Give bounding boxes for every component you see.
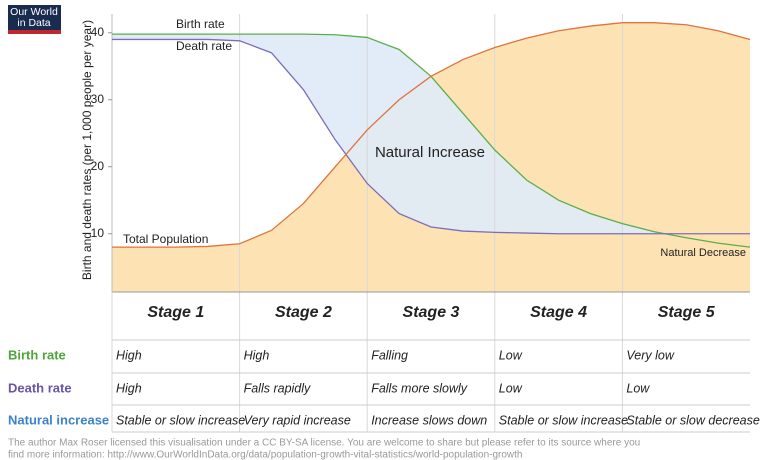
plot: 10 20 30 40 Birth rate Death rate Total Popula… [8,14,760,433]
x-tick-label: Stage 5 [658,304,716,321]
row-label: Birth rate [8,347,66,362]
table-cell: Stable or slow decrease [626,413,759,427]
logo-strip [8,30,61,34]
annotation: Birth rate [176,17,225,31]
x-tick-label: Stage 2 [275,304,332,321]
footer: The author Max Roser licensed this visua… [8,438,640,449]
y-tick-label: 30 [91,92,105,106]
table-cell: Falling [371,348,408,362]
annotation: Natural Decrease [660,247,746,259]
y-axis-title: Birth and death rates (per 1,000 people … [80,20,94,280]
natural-increase-area [112,34,750,248]
table-cell: High [116,381,142,395]
table-cell: Stable or slow increase [499,413,628,427]
logo-text: Our World [10,6,58,18]
annotation: Death rate [176,39,232,53]
y-tick-label: 40 [91,25,105,39]
annotation: Total Population [123,232,208,246]
series-line [112,38,750,235]
y-tick-label: 20 [91,159,105,173]
table-cell: High [116,348,142,362]
table-cell: Stable or slow increase [116,413,245,427]
row-label: Death rate [8,380,72,395]
table-cell: Falls rapidly [244,381,311,395]
x-tick-label: Stage 1 [147,304,204,321]
table-cell: Low [626,381,650,395]
table-cell: High [244,348,270,362]
table-cell: Increase slows down [371,413,487,427]
logo-text: in Data [17,17,50,29]
series-line [112,22,751,248]
table-cell: Very low [626,348,674,362]
table-cell: Very rapid increase [244,413,351,427]
footer: find more information: http://www.OurWor… [8,450,523,460]
x-tick-label: Stage 3 [403,304,460,321]
table-cell: Low [499,381,523,395]
row-label: Natural increase [8,412,109,427]
x-tick-label: Stage 4 [530,304,587,321]
table-cell: Low [499,348,523,362]
table-cell: Falls more slowly [371,381,468,395]
y-tick-label: 10 [91,226,105,240]
annotation: Natural Increase [375,144,485,161]
logo-box [8,5,61,34]
